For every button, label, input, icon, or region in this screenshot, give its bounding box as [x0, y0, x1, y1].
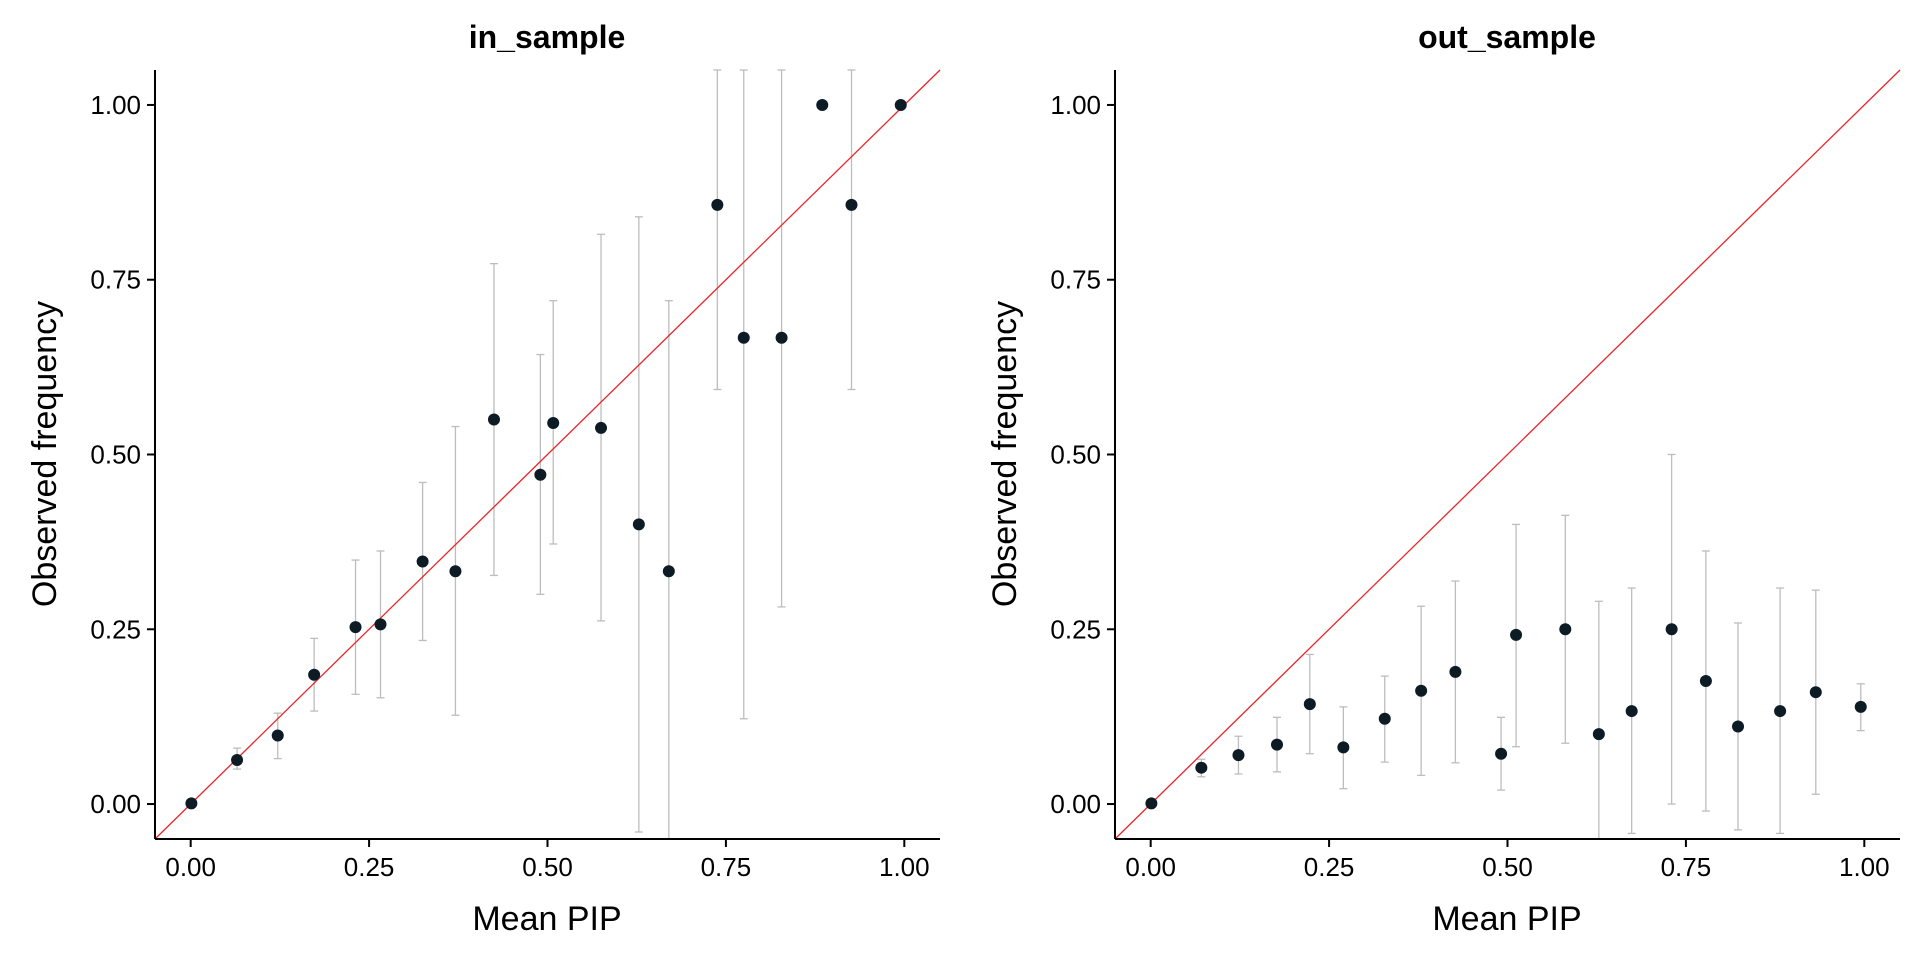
- data-point: [737, 331, 750, 344]
- data-point: [1337, 741, 1350, 754]
- data-point: [349, 621, 362, 634]
- plot-area: [154, 69, 941, 840]
- plot-area: [1114, 69, 1901, 840]
- x-tick-label: 0.00: [1125, 852, 1176, 882]
- data-point: [1232, 749, 1245, 762]
- data-point: [1809, 686, 1822, 699]
- y-tick-label: 0.50: [1050, 440, 1101, 470]
- data-point: [1303, 698, 1316, 711]
- x-tick-label: 0.75: [1661, 852, 1712, 882]
- data-point: [845, 198, 858, 211]
- y-axis-label: Observed frequency: [986, 301, 1024, 607]
- data-point: [416, 555, 429, 568]
- data-point: [547, 417, 560, 430]
- y-tick-label: 1.00: [90, 90, 141, 120]
- data-point: [1592, 728, 1605, 741]
- y-tick-label: 1.00: [1050, 90, 1101, 120]
- panel-title: in_sample: [469, 19, 626, 55]
- data-point: [595, 421, 608, 434]
- x-axis-label: Mean PIP: [1432, 900, 1581, 938]
- y-tick-label: 0.75: [90, 265, 141, 295]
- data-point: [1195, 761, 1208, 774]
- data-point: [1699, 675, 1712, 688]
- x-tick-label: 0.25: [344, 852, 395, 882]
- data-point: [1449, 665, 1462, 678]
- y-tick-label: 0.25: [1050, 614, 1101, 644]
- reference-line: [154, 69, 941, 840]
- data-point: [711, 198, 724, 211]
- x-tick-label: 0.50: [522, 852, 573, 882]
- y-axis-ticks: 0.00 0.25 0.50 0.75 1.00: [90, 90, 155, 819]
- y-tick-label: 0.25: [90, 614, 141, 644]
- data-point: [1145, 797, 1158, 810]
- data-point: [534, 468, 547, 481]
- data-point: [449, 565, 462, 578]
- error-bar: [713, 69, 722, 391]
- x-tick-label: 0.50: [1482, 852, 1533, 882]
- panel-title: out_sample: [1418, 19, 1596, 55]
- y-axis-label: Observed frequency: [26, 301, 64, 607]
- data-point: [1625, 705, 1638, 718]
- data-point: [1510, 628, 1523, 641]
- data-point: [1774, 705, 1787, 718]
- y-tick-label: 0.50: [90, 440, 141, 470]
- data-point: [632, 518, 645, 531]
- panel-out-sample: out_sample 0.00 0.25 0.50 0.75 1.00 0.00 0.25…: [986, 19, 1901, 938]
- data-point: [775, 331, 788, 344]
- x-axis-label: Mean PIP: [472, 900, 621, 938]
- y-tick-label: 0.75: [1050, 265, 1101, 295]
- reference-line: [1114, 69, 1901, 840]
- data-point: [816, 98, 829, 111]
- x-tick-label: 0.00: [165, 852, 216, 882]
- data-point: [271, 729, 284, 742]
- y-axis-ticks: 0.00 0.25 0.50 0.75 1.00: [1050, 90, 1115, 819]
- error-bar: [1594, 600, 1603, 840]
- x-tick-label: 0.75: [701, 852, 752, 882]
- error-bar: [739, 69, 748, 720]
- error-bar: [847, 69, 856, 391]
- data-point: [1415, 684, 1428, 697]
- data-point: [231, 754, 244, 767]
- x-tick-label: 1.00: [1839, 852, 1890, 882]
- y-tick-label: 0.00: [1050, 789, 1101, 819]
- x-tick-label: 1.00: [879, 852, 930, 882]
- panel-in-sample: in_sample 0.00 0.25 0.50 0.75 1.00 0.000.250…: [26, 19, 941, 938]
- data-point: [1559, 623, 1572, 636]
- x-tick-label: 0.25: [1304, 852, 1355, 882]
- data-point: [1270, 738, 1283, 751]
- data-point: [185, 797, 198, 810]
- data-point: [1732, 720, 1745, 733]
- y-tick-label: 0.00: [90, 789, 141, 819]
- data-point: [374, 618, 387, 631]
- x-axis-ticks: 0.00 0.25 0.50 0.75 1.00: [1125, 839, 1890, 882]
- data-point: [1378, 712, 1391, 725]
- data-point: [1854, 700, 1867, 713]
- data-point: [487, 413, 500, 426]
- data-point: [894, 98, 907, 111]
- data-point: [1495, 747, 1508, 760]
- data-point: [662, 565, 675, 578]
- x-axis-ticks: 0.00 0.25 0.50 0.75 1.00: [165, 839, 930, 882]
- data-point: [308, 668, 321, 681]
- data-point: [1665, 623, 1678, 636]
